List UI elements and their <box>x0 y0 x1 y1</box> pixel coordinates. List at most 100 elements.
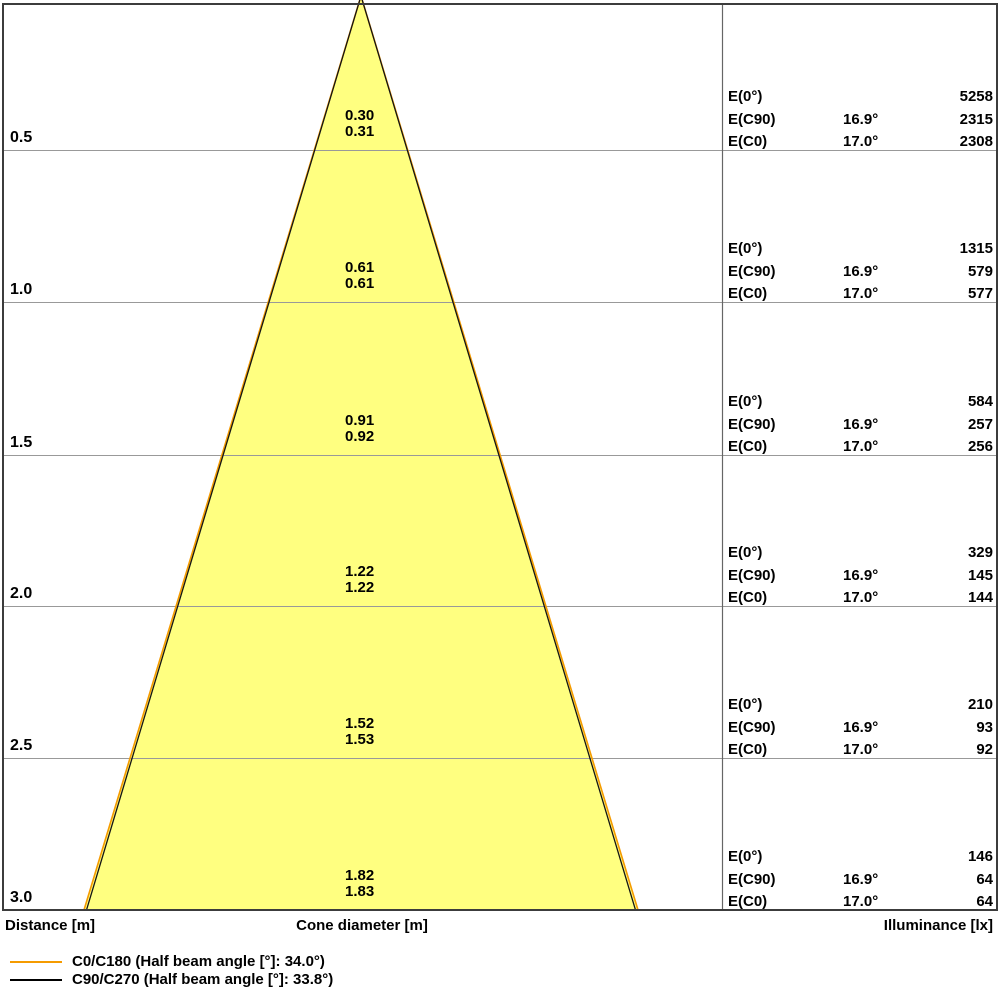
legend-swatch-c90-c270 <box>10 979 62 981</box>
cone-diagram-canvas <box>2 0 998 911</box>
e-label: E(C0) <box>728 133 768 150</box>
cone-diameter-values: 0.91 0.92 <box>345 413 374 444</box>
legend-item-c0-c180: C0/C180 (Half beam angle [°]: 34.0°) <box>0 953 600 971</box>
e-angle: 16.9° <box>843 262 879 280</box>
illuminance-table: E(0°) 5258 E(C90) 16.9° 2315 E(C0) 17.0°… <box>728 88 993 156</box>
e-label: E(C90) <box>728 870 776 888</box>
table-row: E(C90) 16.9° 145 <box>728 567 993 590</box>
e-value: 93 <box>976 718 993 736</box>
distance-label: 0.5 <box>10 129 33 146</box>
table-row: E(0°) 584 <box>728 393 993 416</box>
legend-swatch-c0-c180 <box>10 961 62 963</box>
cone-diameter-c0: 1.53 <box>345 730 375 748</box>
table-row: E(C90) 16.9° 579 <box>728 263 993 286</box>
e-value: 210 <box>967 696 993 713</box>
e-value: 584 <box>967 393 993 410</box>
cone-diameter-c90: 0.91 <box>345 412 375 429</box>
e-label: E(C90) <box>728 262 776 280</box>
e-label: E(C90) <box>728 415 776 433</box>
table-row: E(0°) 210 <box>728 696 993 719</box>
cone-diameter-c90: 1.22 <box>345 563 375 580</box>
cone-diameter-c90: 0.61 <box>345 259 375 276</box>
cone-diameter-c90: 1.82 <box>345 867 375 884</box>
cone-diameter-c0: 1.83 <box>345 882 375 900</box>
e-value: 2308 <box>959 133 993 150</box>
axis-label-distance: Distance [m] <box>5 917 96 934</box>
table-row: E(C0) 17.0° 64 <box>728 893 993 916</box>
e-value: 577 <box>967 285 993 302</box>
e-value: 256 <box>967 438 993 455</box>
distance-label: 3.0 <box>10 889 33 906</box>
e-label: E(0°) <box>728 393 763 410</box>
e-angle: 16.9° <box>843 718 879 736</box>
e-label: E(0°) <box>728 696 763 713</box>
table-row: E(C0) 17.0° 577 <box>728 285 993 308</box>
e-angle: 17.0° <box>843 589 879 606</box>
table-row: E(C0) 17.0° 92 <box>728 741 993 764</box>
illuminance-table: E(0°) 1315 E(C90) 16.9° 579 E(C0) 17.0° … <box>728 240 993 308</box>
e-value: 257 <box>967 415 993 433</box>
e-value: 64 <box>976 870 993 888</box>
axis-label-cone-diameter: Cone diameter [m] <box>296 917 428 934</box>
e-label: E(C90) <box>728 110 776 128</box>
table-row: E(C0) 17.0° 2308 <box>728 133 993 156</box>
e-angle: 17.0° <box>843 741 879 758</box>
e-value: 64 <box>976 893 993 910</box>
illuminance-table: E(0°) 146 E(C90) 16.9° 64 E(C0) 17.0° 64 <box>728 848 993 916</box>
gridlines <box>3 150 997 759</box>
cone-diameter-values: 1.22 1.22 <box>345 564 374 595</box>
e-label: E(C90) <box>728 718 776 736</box>
table-row: E(C90) 16.9° 257 <box>728 416 993 439</box>
e-value: 92 <box>976 741 993 758</box>
e-angle: 16.9° <box>843 415 879 433</box>
e-angle: 17.0° <box>843 438 879 455</box>
table-row: E(C90) 16.9° 93 <box>728 719 993 742</box>
e-value: 145 <box>967 566 993 584</box>
e-label: E(C0) <box>728 438 768 455</box>
illuminance-table: E(0°) 329 E(C90) 16.9° 145 E(C0) 17.0° 1… <box>728 544 993 612</box>
table-row: E(0°) 329 <box>728 544 993 567</box>
e-angle: 17.0° <box>843 893 879 910</box>
chart-border <box>2 3 998 911</box>
e-value: 5258 <box>959 88 993 105</box>
e-label: E(C90) <box>728 566 776 584</box>
table-row: E(0°) 1315 <box>728 240 993 263</box>
e-value: 144 <box>967 589 993 606</box>
e-label: E(0°) <box>728 544 763 561</box>
e-angle: 17.0° <box>843 285 879 302</box>
distance-label: 2.5 <box>10 737 33 754</box>
table-row: E(C0) 17.0° 144 <box>728 589 993 612</box>
axis-label-illuminance: Illuminance [lx] <box>883 917 993 934</box>
cone-diameter-values: 1.52 1.53 <box>345 716 374 747</box>
e-label: E(C0) <box>728 589 768 606</box>
e-label: E(0°) <box>728 240 763 257</box>
e-angle: 17.0° <box>843 133 879 150</box>
e-value: 2315 <box>959 110 993 128</box>
illuminance-table: E(0°) 210 E(C90) 16.9° 93 E(C0) 17.0° 92 <box>728 696 993 764</box>
cone-diameter-c90: 1.52 <box>345 715 375 732</box>
cone-diameter-values: 0.30 0.31 <box>345 108 374 139</box>
e-label: E(C0) <box>728 741 768 758</box>
cone-diameter-c0: 0.61 <box>345 274 375 292</box>
e-label: E(0°) <box>728 88 763 105</box>
distance-label: 2.0 <box>10 585 33 602</box>
e-label: E(C0) <box>728 285 768 302</box>
cone-diameter-values: 1.82 1.83 <box>345 868 374 899</box>
e-value: 1315 <box>959 240 993 257</box>
cone-diameter-c90: 0.30 <box>345 107 375 124</box>
e-value: 329 <box>967 544 993 561</box>
legend-label-c0-c180: C0/C180 (Half beam angle [°]: 34.0°) <box>72 953 325 970</box>
cone-diameter-values: 0.61 0.61 <box>345 260 374 291</box>
table-row: E(C90) 16.9° 2315 <box>728 111 993 134</box>
legend-label-c90-c270: C90/C270 (Half beam angle [°]: 33.8°) <box>72 971 334 988</box>
table-row: E(0°) 5258 <box>728 88 993 111</box>
legend-item-c90-c270: C90/C270 (Half beam angle [°]: 33.8°) <box>0 971 600 989</box>
table-row: E(C90) 16.9° 64 <box>728 871 993 894</box>
e-value: 146 <box>967 848 993 865</box>
distance-label: 1.5 <box>10 434 33 451</box>
e-angle: 16.9° <box>843 870 879 888</box>
e-label: E(0°) <box>728 848 763 865</box>
e-angle: 16.9° <box>843 110 879 128</box>
table-row: E(C0) 17.0° 256 <box>728 438 993 461</box>
